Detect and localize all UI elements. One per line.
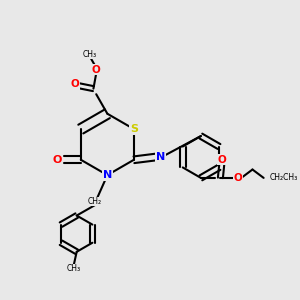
Text: N: N bbox=[103, 170, 112, 180]
Text: O: O bbox=[52, 155, 62, 165]
Text: O: O bbox=[218, 155, 226, 165]
Text: CH₂CH₃: CH₂CH₃ bbox=[269, 173, 298, 182]
Text: CH₂: CH₂ bbox=[88, 197, 102, 206]
Text: O: O bbox=[71, 80, 80, 89]
Text: CH₃: CH₃ bbox=[67, 264, 81, 273]
Text: CH₃: CH₃ bbox=[82, 50, 96, 59]
Text: O: O bbox=[92, 65, 100, 75]
Text: N: N bbox=[156, 152, 165, 162]
Text: O: O bbox=[234, 173, 242, 183]
Text: S: S bbox=[130, 124, 138, 134]
